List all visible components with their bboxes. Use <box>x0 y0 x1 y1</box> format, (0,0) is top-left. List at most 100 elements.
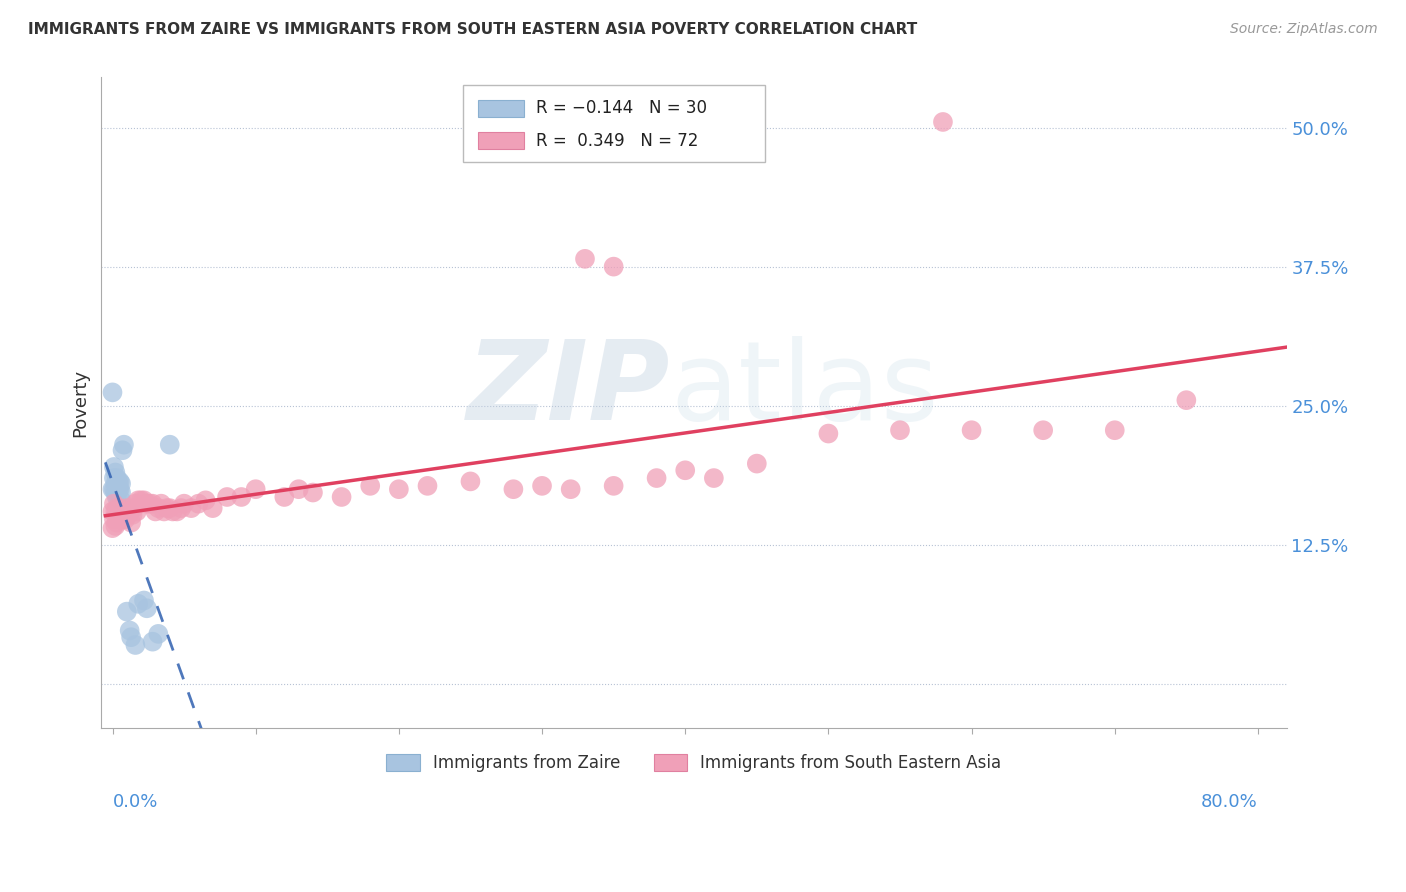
Point <box>120 516 142 530</box>
Point <box>117 508 139 522</box>
Point <box>531 479 554 493</box>
Text: IMMIGRANTS FROM ZAIRE VS IMMIGRANTS FROM SOUTH EASTERN ASIA POVERTY CORRELATION : IMMIGRANTS FROM ZAIRE VS IMMIGRANTS FROM… <box>28 22 917 37</box>
Point <box>110 504 132 518</box>
Point <box>124 638 146 652</box>
Point <box>105 490 128 504</box>
Point <box>159 501 181 516</box>
Point <box>173 497 195 511</box>
Point <box>103 471 125 485</box>
Point <box>103 497 125 511</box>
Point <box>132 493 155 508</box>
Point <box>170 501 193 516</box>
Point <box>112 438 135 452</box>
Point <box>118 624 141 638</box>
Point <box>302 485 325 500</box>
Text: R =  0.349   N = 72: R = 0.349 N = 72 <box>536 131 699 150</box>
Point <box>187 497 209 511</box>
Point <box>1104 423 1126 437</box>
Point <box>104 476 127 491</box>
Point <box>245 482 267 496</box>
FancyBboxPatch shape <box>478 100 524 117</box>
Point <box>703 471 725 485</box>
Point <box>215 490 238 504</box>
Point <box>1175 393 1198 408</box>
Point <box>110 493 132 508</box>
Point <box>101 504 124 518</box>
Point <box>121 508 143 522</box>
Point <box>104 504 127 518</box>
Point <box>416 479 439 493</box>
Point <box>105 516 128 530</box>
Point <box>132 593 155 607</box>
Point <box>745 457 768 471</box>
Point <box>129 493 152 508</box>
Point <box>104 466 127 480</box>
Y-axis label: Poverty: Poverty <box>72 369 89 437</box>
Text: R = −0.144   N = 30: R = −0.144 N = 30 <box>536 99 707 117</box>
Point <box>127 597 149 611</box>
Point <box>135 497 157 511</box>
Point <box>602 260 624 274</box>
Point <box>125 504 148 518</box>
Point <box>148 627 170 641</box>
Point <box>122 501 145 516</box>
Text: ZIP: ZIP <box>467 336 671 443</box>
Point <box>194 493 217 508</box>
Point <box>960 423 983 437</box>
Point <box>159 438 181 452</box>
Point <box>104 485 127 500</box>
Point <box>111 443 134 458</box>
Point <box>108 512 131 526</box>
Point <box>101 385 124 400</box>
Point <box>273 490 295 504</box>
Point <box>110 512 132 526</box>
Point <box>560 482 582 496</box>
Point <box>110 485 132 500</box>
Point <box>107 482 129 496</box>
Point <box>889 423 911 437</box>
Point <box>108 482 131 496</box>
Point <box>114 512 136 526</box>
Point <box>142 497 165 511</box>
Point <box>103 482 125 496</box>
Point <box>110 476 132 491</box>
Point <box>388 482 411 496</box>
Point <box>118 504 141 518</box>
Point <box>105 501 128 516</box>
Point <box>115 501 138 516</box>
Point <box>602 479 624 493</box>
Point <box>231 490 253 504</box>
Point <box>330 490 353 504</box>
Point <box>107 508 129 522</box>
Point <box>673 463 696 477</box>
Point <box>153 504 176 518</box>
Point <box>101 521 124 535</box>
Point <box>108 475 131 489</box>
Point <box>201 501 224 516</box>
Point <box>127 493 149 508</box>
Point <box>138 497 160 511</box>
Point <box>105 471 128 485</box>
Point <box>180 501 202 516</box>
Point <box>124 497 146 511</box>
Point <box>103 459 125 474</box>
Legend: Immigrants from Zaire, Immigrants from South Eastern Asia: Immigrants from Zaire, Immigrants from S… <box>380 747 1008 779</box>
Point <box>120 630 142 644</box>
Point <box>645 471 668 485</box>
Point <box>156 501 179 516</box>
Point <box>145 504 167 518</box>
Point <box>108 501 131 516</box>
FancyBboxPatch shape <box>463 86 765 162</box>
Text: 80.0%: 80.0% <box>1201 793 1258 811</box>
Text: Source: ZipAtlas.com: Source: ZipAtlas.com <box>1230 22 1378 37</box>
Point <box>162 504 184 518</box>
Text: atlas: atlas <box>671 336 939 443</box>
Point <box>817 426 839 441</box>
Point <box>103 512 125 526</box>
Point <box>112 508 135 522</box>
Point <box>148 501 170 516</box>
Point <box>574 252 596 266</box>
Point <box>105 479 128 493</box>
Point <box>1032 423 1054 437</box>
Point <box>359 479 381 493</box>
